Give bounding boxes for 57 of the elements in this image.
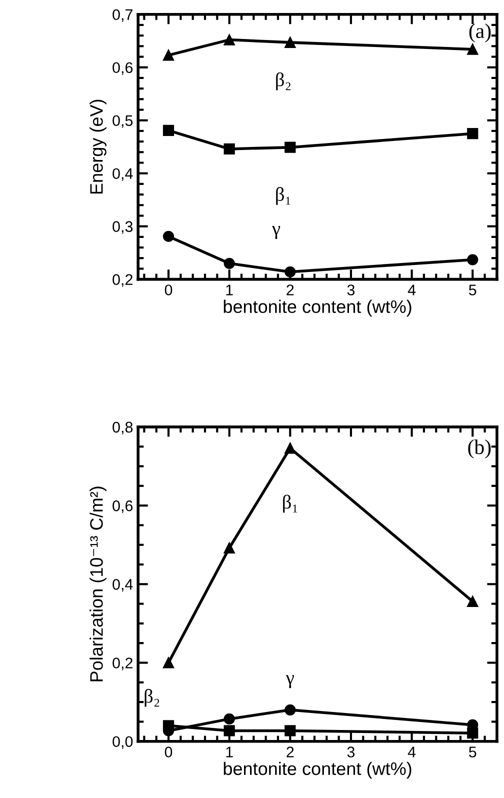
point (284, 266, 296, 278)
x-tick-label: 5 (468, 746, 476, 758)
point (284, 725, 296, 736)
y-axis-title: Polarization (10⁻¹³ C/m²) (90, 486, 106, 682)
series-label: β₂ (276, 72, 290, 90)
y-tick-label: 0,6 (112, 500, 133, 514)
x-tick-label: 0 (164, 284, 172, 296)
series-label: γ (286, 675, 294, 688)
y-tick-label: 0,5 (112, 115, 133, 128)
x-tick-label: 1 (226, 746, 233, 758)
series-label: β₁ (283, 494, 298, 513)
point (162, 657, 174, 668)
x-tick-label: 3 (347, 284, 355, 296)
point (284, 704, 296, 716)
point (467, 128, 478, 140)
x-tick-label: 4 (408, 746, 416, 758)
point (162, 50, 174, 61)
series-label: β₂ (144, 688, 160, 707)
point (224, 542, 235, 554)
point (224, 143, 235, 155)
y-tick-label: 0,2 (112, 658, 132, 670)
x-tick-label: 4 (408, 284, 416, 296)
y-tick-label: 0,4 (112, 579, 133, 592)
point (467, 44, 478, 55)
point (467, 728, 478, 739)
point (467, 254, 478, 266)
x-tick-label: 1 (226, 284, 233, 296)
x-tick-label: 2 (286, 284, 294, 296)
x-tick-label: 0 (164, 746, 172, 758)
point (162, 124, 174, 136)
y-tick-label: 0,3 (112, 221, 133, 234)
series-label: γ (272, 226, 280, 240)
annotation: (b) (468, 439, 491, 458)
y-tick-label: 0,7 (112, 9, 132, 22)
y-tick-label: 0,2 (112, 274, 132, 287)
annotation: (a) (469, 23, 491, 42)
x-tick-label: 2 (286, 746, 294, 758)
x-axis-title: bentonite content (wt%) (224, 300, 412, 317)
point (224, 725, 235, 736)
point (224, 258, 235, 269)
point (284, 142, 296, 153)
point (467, 596, 478, 607)
point (162, 720, 174, 732)
y-tick-label: 0,4 (112, 168, 133, 181)
y-tick-label: 0,0 (112, 736, 133, 749)
point (162, 230, 174, 242)
x-tick-label: 5 (468, 284, 476, 296)
x-axis-title: bentonite content (wt%) (224, 762, 412, 779)
y-tick-label: 0,8 (112, 422, 133, 434)
point (284, 36, 296, 48)
series-label: β₁ (276, 187, 290, 205)
y-axis-title: Energy (eV) (90, 100, 106, 194)
point (224, 34, 235, 46)
point (224, 713, 235, 724)
x-tick-label: 3 (347, 746, 355, 758)
y-tick-label: 0,6 (112, 62, 133, 75)
point (284, 442, 296, 454)
